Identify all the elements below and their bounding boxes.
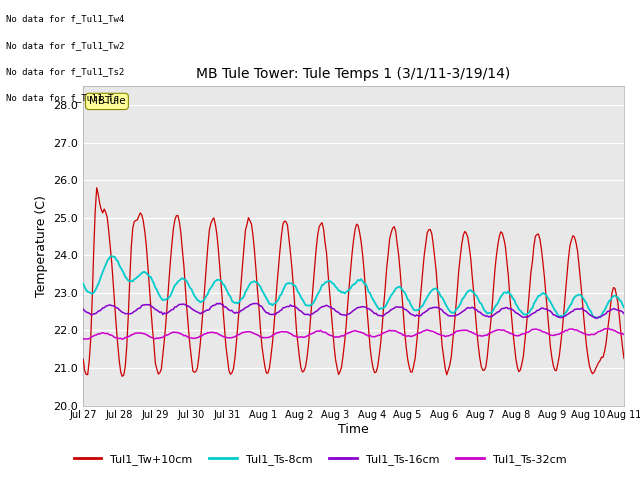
Text: No data for f_Tul1_Ts2: No data for f_Tul1_Ts2 [6,67,125,76]
Text: No data for f_Tul1_Tw4: No data for f_Tul1_Tw4 [6,14,125,24]
Y-axis label: Temperature (C): Temperature (C) [35,195,48,297]
X-axis label: Time: Time [338,423,369,436]
Legend: Tul1_Tw+10cm, Tul1_Ts-8cm, Tul1_Ts-16cm, Tul1_Ts-32cm: Tul1_Tw+10cm, Tul1_Ts-8cm, Tul1_Ts-16cm,… [69,450,571,469]
Text: No data for f_Tul1_Ts: No data for f_Tul1_Ts [6,94,119,103]
Title: MB Tule Tower: Tule Temps 1 (3/1/11-3/19/14): MB Tule Tower: Tule Temps 1 (3/1/11-3/19… [196,67,511,81]
Text: MBTule: MBTule [88,96,125,107]
Text: No data for f_Tul1_Tw2: No data for f_Tul1_Tw2 [6,41,125,50]
